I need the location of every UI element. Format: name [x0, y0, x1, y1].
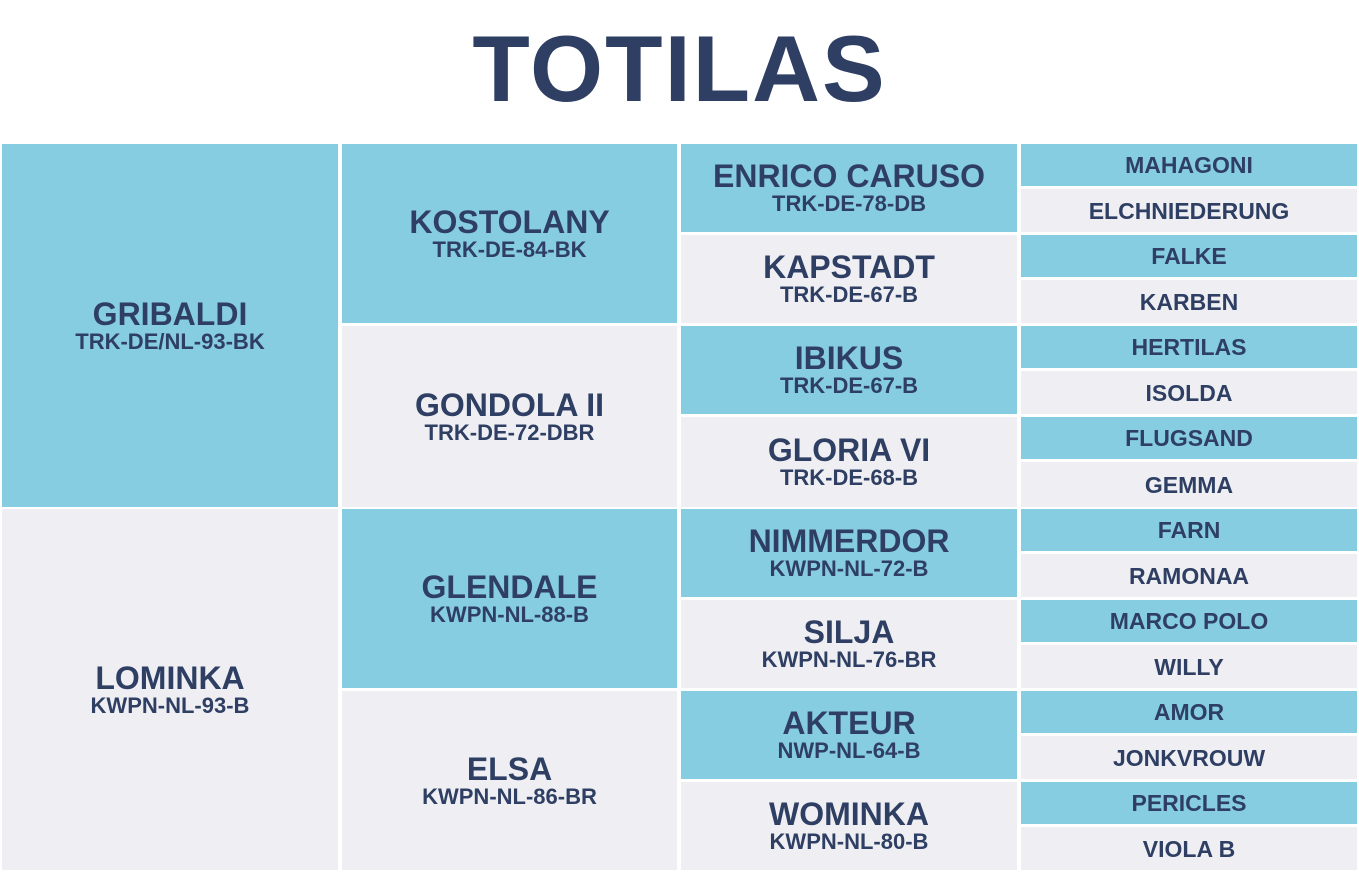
gen4-cell: ISOLDA	[1021, 371, 1357, 414]
sire-registration: TRK-DE/NL-93-BK	[75, 328, 265, 354]
gen3-registration: TRK-DE-67-B	[779, 282, 919, 307]
gen3-cell: IBIKUS TRK-DE-67-B	[681, 326, 1017, 414]
gen4-name: ELCHNIEDERUNG	[1088, 197, 1290, 224]
gen4-cell: FALKE	[1021, 235, 1357, 277]
gen4-cell: JONKVROUW	[1021, 736, 1357, 779]
dam-sire-cell: GLENDALE KWPN-NL-88-B	[342, 509, 677, 688]
gen3-cell: ENRICO CARUSO TRK-DE-78-DB	[681, 144, 1017, 232]
page-title: TOTILAS	[472, 16, 887, 121]
gen4-name: ISOLDA	[1145, 379, 1233, 406]
gen4-name: FLUGSAND	[1125, 425, 1253, 451]
gen3-cell: NIMMERDOR KWPN-NL-72-B	[681, 509, 1017, 597]
gen3-name: ENRICO CARUSO	[712, 158, 985, 194]
gen4-cell: AMOR	[1021, 691, 1357, 733]
gen3-name: IBIKUS	[794, 340, 904, 376]
gen3-registration: NWP-NL-64-B	[777, 738, 921, 763]
gen4-name: MAHAGONI	[1125, 152, 1253, 178]
gen3-registration: TRK-DE-67-B	[779, 373, 919, 398]
gen4-name: MARCO POLO	[1109, 608, 1269, 634]
sire-dam-cell: GONDOLA II TRK-DE-72-DBR	[342, 326, 677, 507]
gen4-cell: KARBEN	[1021, 280, 1357, 323]
gen4-cell: FARN	[1021, 509, 1357, 551]
gen3-name: AKTEUR	[782, 705, 916, 741]
sire-dam-name: GONDOLA II	[414, 386, 605, 423]
gen3-name: KAPSTADT	[763, 249, 935, 285]
dam-registration: KWPN-NL-93-B	[90, 692, 250, 718]
gen3-registration: KWPN-NL-72-B	[769, 556, 929, 581]
gen4-name: KARBEN	[1139, 288, 1239, 315]
gen3-cell: GLORIA VI TRK-DE-68-B	[681, 417, 1017, 507]
gen4-cell: FLUGSAND	[1021, 417, 1357, 459]
gen4-name: GEMMA	[1144, 471, 1234, 498]
gen4-cell: MARCO POLO	[1021, 600, 1357, 642]
gen4-name: RAMONAA	[1128, 562, 1250, 589]
sire-dam-registration: TRK-DE-72-DBR	[424, 419, 595, 445]
dam-dam-name: ELSA	[466, 750, 553, 787]
gen3-registration: TRK-DE-68-B	[779, 465, 919, 490]
gen4-cell: VIOLA B	[1021, 827, 1357, 870]
gen4-cell: ELCHNIEDERUNG	[1021, 189, 1357, 232]
dam-name: LOMINKA	[95, 659, 245, 696]
gen3-name: WOMINKA	[769, 796, 929, 832]
sire-sire-cell: KOSTOLANY TRK-DE-84-BK	[342, 144, 677, 323]
gen4-name: FALKE	[1151, 243, 1227, 269]
gen3-cell: KAPSTADT TRK-DE-67-B	[681, 235, 1017, 323]
gen3-name: NIMMERDOR	[748, 523, 950, 559]
gen3-cell: WOMINKA KWPN-NL-80-B	[681, 782, 1017, 870]
gen4-name: VIOLA B	[1142, 835, 1236, 862]
gen3-registration: TRK-DE-78-DB	[772, 191, 926, 216]
gen4-name: HERTILAS	[1131, 334, 1247, 360]
gen3-registration: KWPN-NL-80-B	[769, 829, 929, 854]
dam-dam-registration: KWPN-NL-86-BR	[422, 783, 597, 809]
dam-sire-name: GLENDALE	[421, 568, 598, 605]
gen4-name: WILLY	[1154, 653, 1224, 680]
gen4-name: FARN	[1157, 517, 1221, 543]
gen4-cell: GEMMA	[1021, 462, 1357, 507]
gen3-cell: SILJA KWPN-NL-76-BR	[681, 600, 1017, 688]
gen4-cell: MAHAGONI	[1021, 144, 1357, 186]
gen4-name: PERICLES	[1131, 790, 1247, 816]
gen4-cell: HERTILAS	[1021, 326, 1357, 368]
dam-cell: LOMINKA KWPN-NL-93-B	[2, 509, 338, 870]
sire-sire-registration: TRK-DE-84-BK	[432, 236, 587, 262]
gen4-name: AMOR	[1153, 699, 1225, 725]
gen4-cell: PERICLES	[1021, 782, 1357, 824]
sire-name: GRIBALDI	[92, 295, 248, 332]
gen3-registration: KWPN-NL-76-BR	[761, 647, 937, 672]
gen4-name: JONKVROUW	[1112, 744, 1266, 771]
sire-sire-name: KOSTOLANY	[409, 203, 610, 240]
sire-cell: GRIBALDI TRK-DE/NL-93-BK	[2, 144, 338, 507]
dam-dam-cell: ELSA KWPN-NL-86-BR	[342, 691, 677, 870]
gen3-cell: AKTEUR NWP-NL-64-B	[681, 691, 1017, 779]
pedigree-chart: GRIBALDI TRK-DE/NL-93-BK LOMINKA KWPN-NL…	[0, 142, 1359, 872]
gen3-name: GLORIA VI	[767, 432, 931, 468]
gen4-cell: WILLY	[1021, 645, 1357, 688]
dam-sire-registration: KWPN-NL-88-B	[430, 601, 589, 627]
gen3-name: SILJA	[803, 614, 895, 650]
gen4-cell: RAMONAA	[1021, 554, 1357, 597]
